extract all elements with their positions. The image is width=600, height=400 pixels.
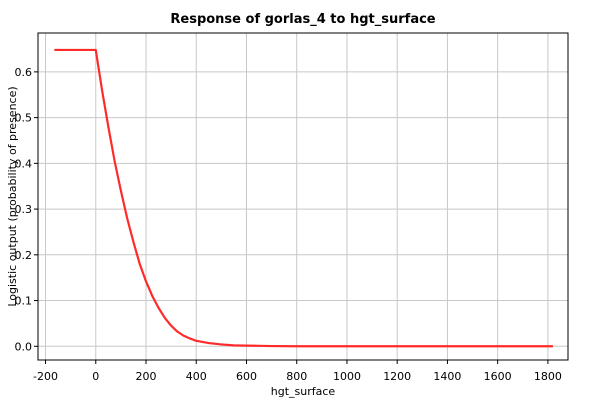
- x-tick-label: 1000: [333, 370, 361, 383]
- plot-frame: [37, 32, 569, 361]
- x-tick-label: 1600: [484, 370, 512, 383]
- grid-layer: [38, 33, 568, 360]
- y-tick-label: 0.2: [15, 249, 33, 262]
- x-tick-label: 0: [92, 370, 99, 383]
- x-tick-label: 600: [236, 370, 257, 383]
- y-tick-label: 0.6: [15, 66, 33, 79]
- y-tick-label: 0.4: [15, 157, 33, 170]
- x-tick-label: 1200: [383, 370, 411, 383]
- x-tick-label: 200: [136, 370, 157, 383]
- response-curve: [54, 48, 553, 348]
- chart-title: Response of gorlas_4 to hgt_surface: [170, 12, 435, 27]
- x-tick-label: 1400: [433, 370, 461, 383]
- x-tick-label: 800: [286, 370, 307, 383]
- x-tick-label: 1800: [534, 370, 562, 383]
- tick-layer: -200 0 200 400 600 800 1000 1200 1400 1600 1800 0.0…: [15, 66, 562, 383]
- curve-layer: [54, 48, 553, 348]
- x-tick-label: 400: [186, 370, 207, 383]
- x-tick-label: -200: [33, 370, 58, 383]
- y-tick-label: 0.3: [15, 203, 33, 216]
- y-tick-label: 0.0: [15, 340, 33, 353]
- y-tick-label: 0.1: [15, 295, 33, 308]
- x-axis-label: hgt_surface: [271, 385, 336, 398]
- y-tick-label: 0.5: [15, 112, 33, 125]
- y-axis-label: Logistic output (probability of presence…: [6, 86, 19, 306]
